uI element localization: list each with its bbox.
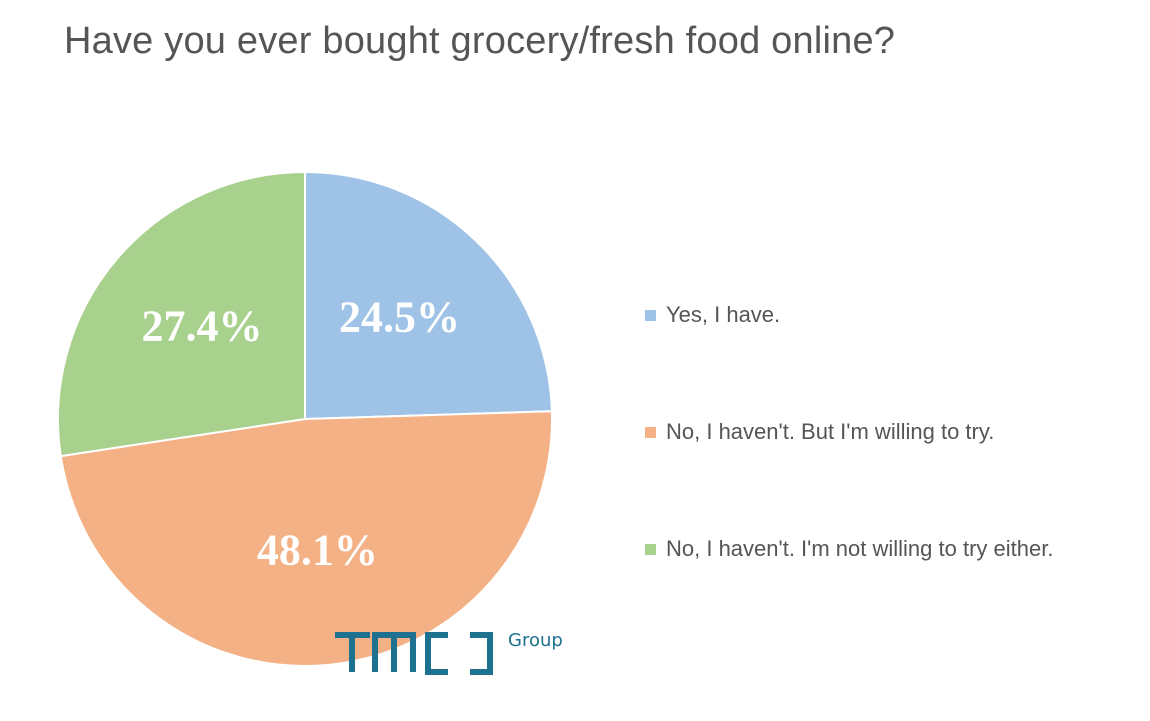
legend-item-willing: No, I haven't. But I'm willing to try.: [645, 419, 994, 445]
slice-label-yes: 24.5%: [339, 293, 460, 342]
legend-item-yes: Yes, I have.: [645, 302, 780, 328]
tmo-group-logo: Group: [335, 630, 563, 675]
pie-slice-willing: [59, 410, 553, 667]
legend-label-not-willing: No, I haven't. I'm not willing to try ei…: [666, 536, 1054, 561]
chart-title: Have you ever bought grocery/fresh food …: [64, 20, 896, 62]
slice-label-not-willing: 27.4%: [141, 302, 262, 351]
pie-slice-not-willing: [57, 170, 306, 458]
logo-group-text: Group: [508, 630, 563, 651]
legend-item-not-willing: No, I haven't. I'm not willing to try ei…: [645, 536, 1053, 562]
legend-swatch-willing: [645, 426, 656, 438]
legend-label-yes: Yes, I have.: [666, 302, 781, 327]
chart-legend: Yes, I have. No, I haven't. But I'm will…: [645, 0, 1145, 721]
legend-label-willing: No, I haven't. But I'm willing to try.: [666, 419, 995, 444]
pie-slice-yes: [304, 170, 553, 421]
slice-label-willing: 48.1%: [257, 525, 378, 574]
legend-swatch-not-willing: [645, 543, 656, 555]
legend-swatch-yes: [645, 309, 656, 321]
